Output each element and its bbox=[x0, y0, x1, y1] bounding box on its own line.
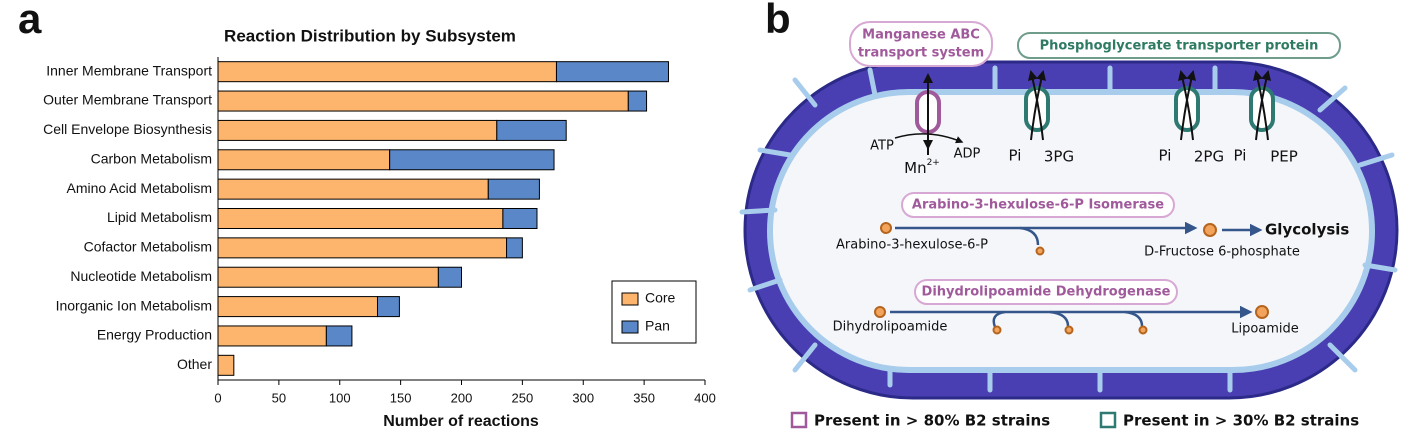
metabolite: Pi bbox=[1009, 147, 1022, 165]
bar bbox=[506, 237, 523, 259]
metabolite: Arabino-3-hexulose-6-P bbox=[836, 238, 988, 253]
bar bbox=[437, 266, 462, 288]
transporter-label: transport system bbox=[858, 46, 984, 61]
mn-ion: Mn2+ bbox=[904, 158, 940, 177]
legend-swatch bbox=[621, 320, 639, 334]
diagram: Manganese ABC transport system Phosphogl… bbox=[739, 21, 1399, 430]
enzyme-pill bbox=[914, 279, 1178, 305]
bar bbox=[217, 296, 378, 318]
y-tick-label: Cofactor Metabolism bbox=[84, 239, 212, 255]
x-tick-label: 300 bbox=[572, 390, 594, 405]
enzyme-pill bbox=[1017, 32, 1341, 59]
bar bbox=[325, 325, 353, 347]
bar bbox=[217, 178, 489, 200]
metabolite: Lipoamide bbox=[1231, 322, 1299, 337]
bar bbox=[217, 90, 629, 112]
bar bbox=[555, 61, 669, 83]
enzyme-pill bbox=[849, 21, 993, 67]
y-tick-label: Cell Envelope Biosynthesis bbox=[43, 121, 212, 137]
bar bbox=[217, 149, 391, 171]
chart-title: Reaction Distribution by Subsystem bbox=[224, 26, 516, 45]
bar bbox=[217, 237, 508, 259]
bar bbox=[496, 119, 567, 141]
legend-label: Present in > 30% B2 strains bbox=[1123, 412, 1359, 430]
transport-arrow bbox=[1028, 70, 1044, 141]
bar bbox=[217, 325, 327, 347]
metabolite: Pi bbox=[1159, 147, 1172, 165]
enzyme-label: Arabino-3-hexulose-6-P Isomerase bbox=[912, 198, 1164, 213]
transport-arrow bbox=[1253, 70, 1269, 141]
y-tick-label: Inner Membrane Transport bbox=[46, 62, 212, 78]
transporter bbox=[1174, 86, 1200, 132]
y-tick-label: Amino Acid Metabolism bbox=[66, 180, 212, 196]
transporter-label: Phosphoglycerate transporter protein bbox=[1040, 39, 1319, 54]
metabolite: Dihydrolipoamide bbox=[833, 320, 948, 335]
bar bbox=[487, 178, 540, 200]
metabolite: D-Fructose 6-phosphate bbox=[1144, 245, 1300, 260]
x-tick-label: 350 bbox=[633, 390, 655, 405]
x-tick-label: 250 bbox=[512, 390, 534, 405]
legend-swatch bbox=[621, 292, 639, 306]
y-tick-label: Outer Membrane Transport bbox=[43, 92, 212, 108]
mn-in: ATP bbox=[870, 139, 894, 154]
ion-charge: 2+ bbox=[927, 158, 940, 168]
pathway: Glycolysis bbox=[1265, 221, 1349, 239]
metabolite: PEP bbox=[1270, 148, 1298, 166]
transport-arrow bbox=[1030, 70, 1046, 141]
bar bbox=[217, 119, 498, 141]
enzyme-label: Dihydrolipoamide Dehydrogenase bbox=[922, 285, 1171, 300]
mn-out: ADP bbox=[954, 147, 981, 162]
legend-label: Present in > 80% B2 strains bbox=[814, 412, 1050, 430]
y-tick-label: Lipid Metabolism bbox=[107, 209, 212, 225]
bar bbox=[217, 208, 504, 229]
ion: Mn bbox=[904, 159, 926, 177]
bar bbox=[502, 208, 538, 229]
panel-label: b bbox=[765, 0, 791, 42]
metabolite: 3PG bbox=[1044, 148, 1074, 166]
bar bbox=[217, 61, 557, 83]
x-tick-label: 200 bbox=[451, 390, 473, 405]
bar bbox=[627, 90, 648, 112]
bar bbox=[217, 354, 235, 376]
legend-swatch bbox=[1099, 411, 1117, 429]
x-tick-label: 400 bbox=[694, 390, 716, 405]
transport-arrow bbox=[1180, 70, 1196, 141]
metabolite: 2PG bbox=[1194, 148, 1224, 166]
legend-swatch bbox=[790, 411, 808, 429]
transporter-label: Manganese ABC bbox=[862, 28, 980, 43]
panel-label: a bbox=[18, 0, 42, 42]
y-tick-label: Carbon Metabolism bbox=[91, 150, 212, 166]
x-tick-label: 0 bbox=[214, 390, 221, 405]
transport-arrow bbox=[1178, 70, 1194, 141]
bar bbox=[389, 149, 555, 171]
x-tick-label: 50 bbox=[272, 390, 286, 405]
metabolite: Pi bbox=[1234, 147, 1247, 165]
y-tick-label: Energy Production bbox=[97, 327, 212, 343]
y-tick-label: Nucleotide Metabolism bbox=[70, 268, 212, 284]
transporter bbox=[1024, 86, 1050, 132]
spikes bbox=[739, 65, 1398, 393]
bar bbox=[376, 296, 400, 318]
x-axis-label: Number of reactions bbox=[383, 413, 539, 430]
transporter bbox=[1249, 86, 1275, 132]
y-tick-label: Other bbox=[177, 356, 212, 372]
enzyme-pill bbox=[901, 192, 1175, 218]
x-tick-label: 100 bbox=[329, 390, 351, 405]
chart: 0 50 100 150 200 250 300 350 400 Inner Membrane T… bbox=[43, 57, 716, 405]
x-tick-label: 150 bbox=[390, 390, 412, 405]
legend-label: Pan bbox=[645, 318, 670, 334]
pg-transporters: Pi 3PG Pi 2PG Pi PEP bbox=[1009, 70, 1298, 166]
transport-arrow bbox=[1255, 70, 1271, 141]
y-tick-label: Inorganic Ion Metabolism bbox=[56, 297, 212, 313]
bar bbox=[217, 266, 439, 288]
legend-label: Core bbox=[645, 290, 676, 306]
